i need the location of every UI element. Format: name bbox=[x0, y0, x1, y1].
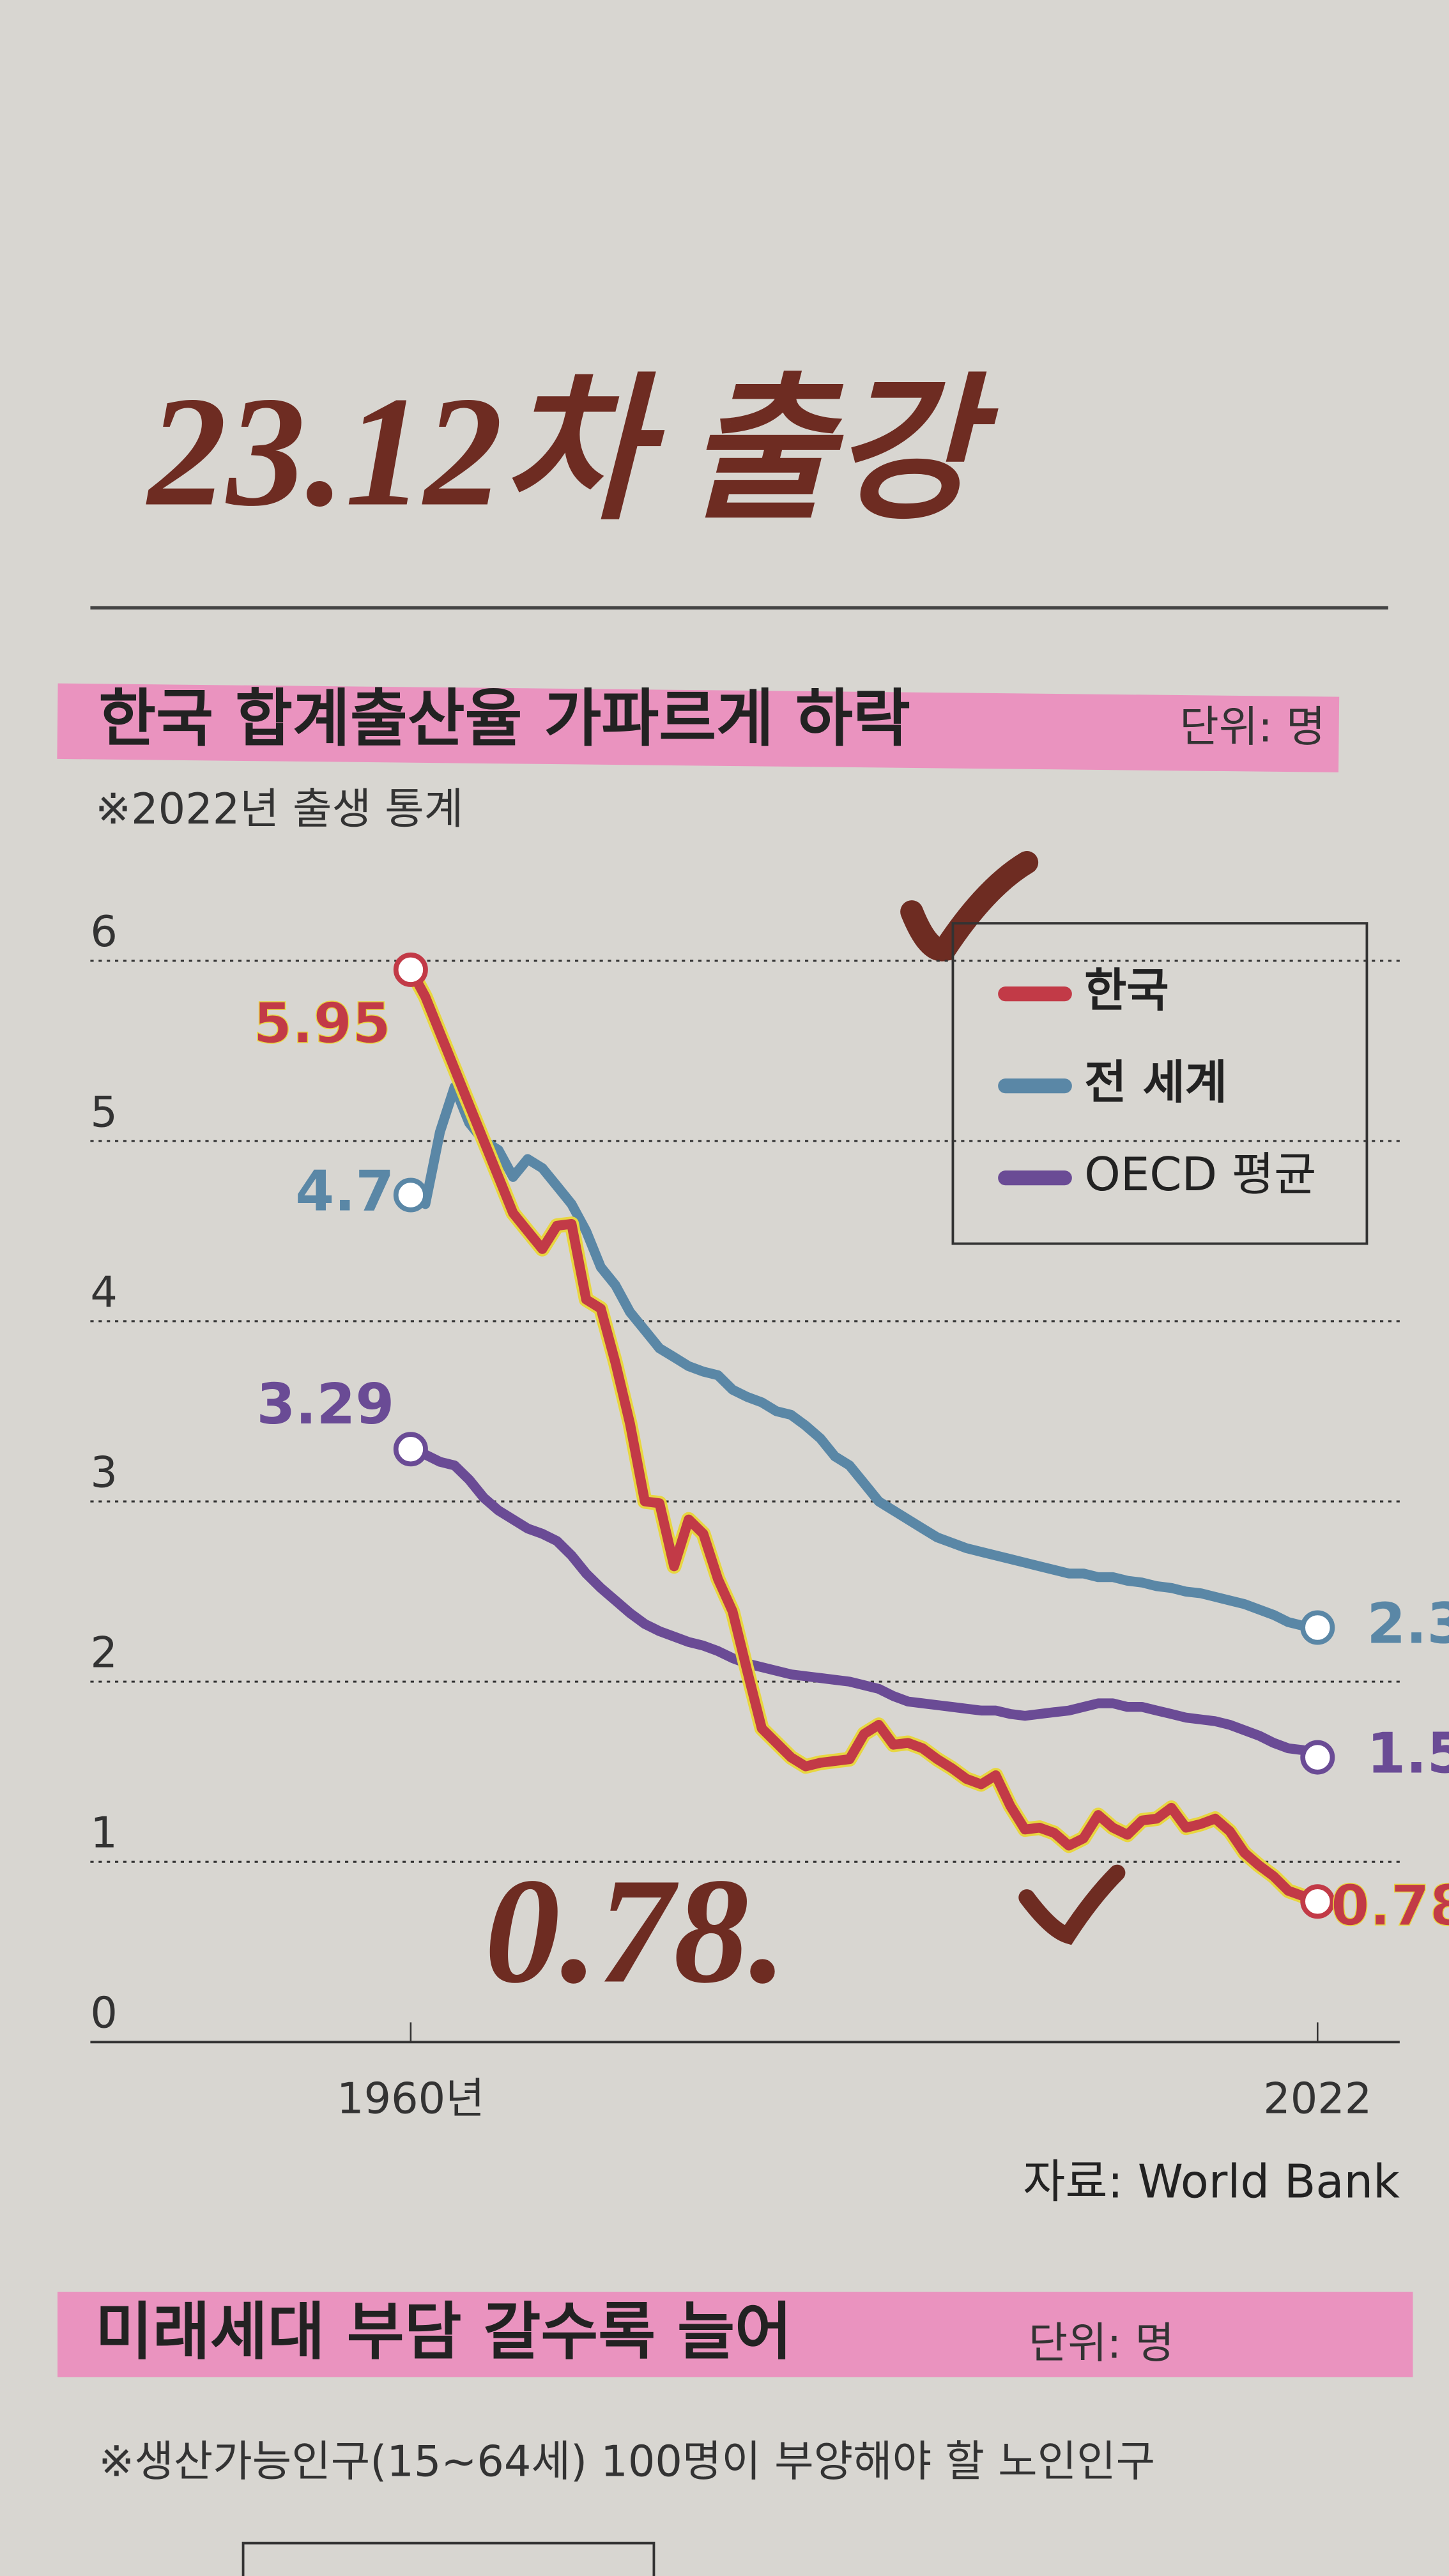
check-mark bbox=[900, 851, 1039, 962]
end-marker bbox=[393, 952, 428, 987]
legend-box bbox=[951, 922, 1368, 1245]
y-tick-label: 6 bbox=[90, 907, 118, 956]
series-line bbox=[406, 967, 1319, 1906]
highlight bbox=[57, 2292, 1413, 2377]
legend-label: 한국 bbox=[1084, 963, 1169, 1017]
y-tick-label: 3 bbox=[90, 1447, 118, 1497]
subtitle: ※2022년 출생 통계 bbox=[95, 784, 463, 834]
section-title: 미래세대 부담 갈수록 늘어 bbox=[95, 2296, 792, 2368]
data-label: 1.58 bbox=[1367, 1721, 1449, 1786]
x-tick-label: 1960년 bbox=[337, 2073, 485, 2123]
chart-title: 한국 합계출산율 가파르게 하락 bbox=[98, 682, 910, 755]
unit: 단위: 명 bbox=[1029, 2319, 1174, 2368]
section-subtitle: ※생산가능인구(15~64세) 100명이 부양해야 할 노인인구 bbox=[98, 2437, 1155, 2487]
next-box bbox=[241, 2542, 656, 2576]
series-line bbox=[408, 1082, 1319, 1633]
check-mark bbox=[1018, 1864, 1126, 1945]
data-label: 5.95 bbox=[253, 991, 391, 1056]
end-marker bbox=[393, 1177, 428, 1213]
data-label: 3.29 bbox=[256, 1372, 394, 1437]
end-marker bbox=[393, 1432, 428, 1467]
legend-label: OECD 평균 bbox=[1084, 1147, 1316, 1201]
y-tick-label: 2 bbox=[90, 1628, 118, 1678]
x-tick-label: 2022 bbox=[1263, 2073, 1372, 2123]
handwritten-annotation: 0.78. bbox=[485, 1847, 787, 2014]
y-tick-label: 1 bbox=[90, 1808, 118, 1858]
end-marker bbox=[1300, 1610, 1335, 1645]
handwritten-note: 23.12차 출강 bbox=[145, 365, 998, 539]
y-tick-label: 5 bbox=[90, 1087, 118, 1137]
end-marker bbox=[1300, 1740, 1335, 1775]
highlight bbox=[57, 683, 1340, 772]
end-marker bbox=[1300, 1884, 1335, 1919]
y-tick-label: 0 bbox=[90, 1988, 118, 2038]
data-label: 0.78 bbox=[1331, 1873, 1449, 1938]
legend-label: 전 세계 bbox=[1084, 1055, 1227, 1109]
unit: 단위: 명 bbox=[1179, 702, 1325, 751]
source: 자료: World Bank bbox=[1023, 2155, 1400, 2209]
y-tick-label: 4 bbox=[90, 1267, 118, 1317]
series-line bbox=[409, 1445, 1320, 1762]
data-label: 2.3 bbox=[1367, 1591, 1449, 1656]
data-label: 4.7 bbox=[295, 1158, 394, 1223]
